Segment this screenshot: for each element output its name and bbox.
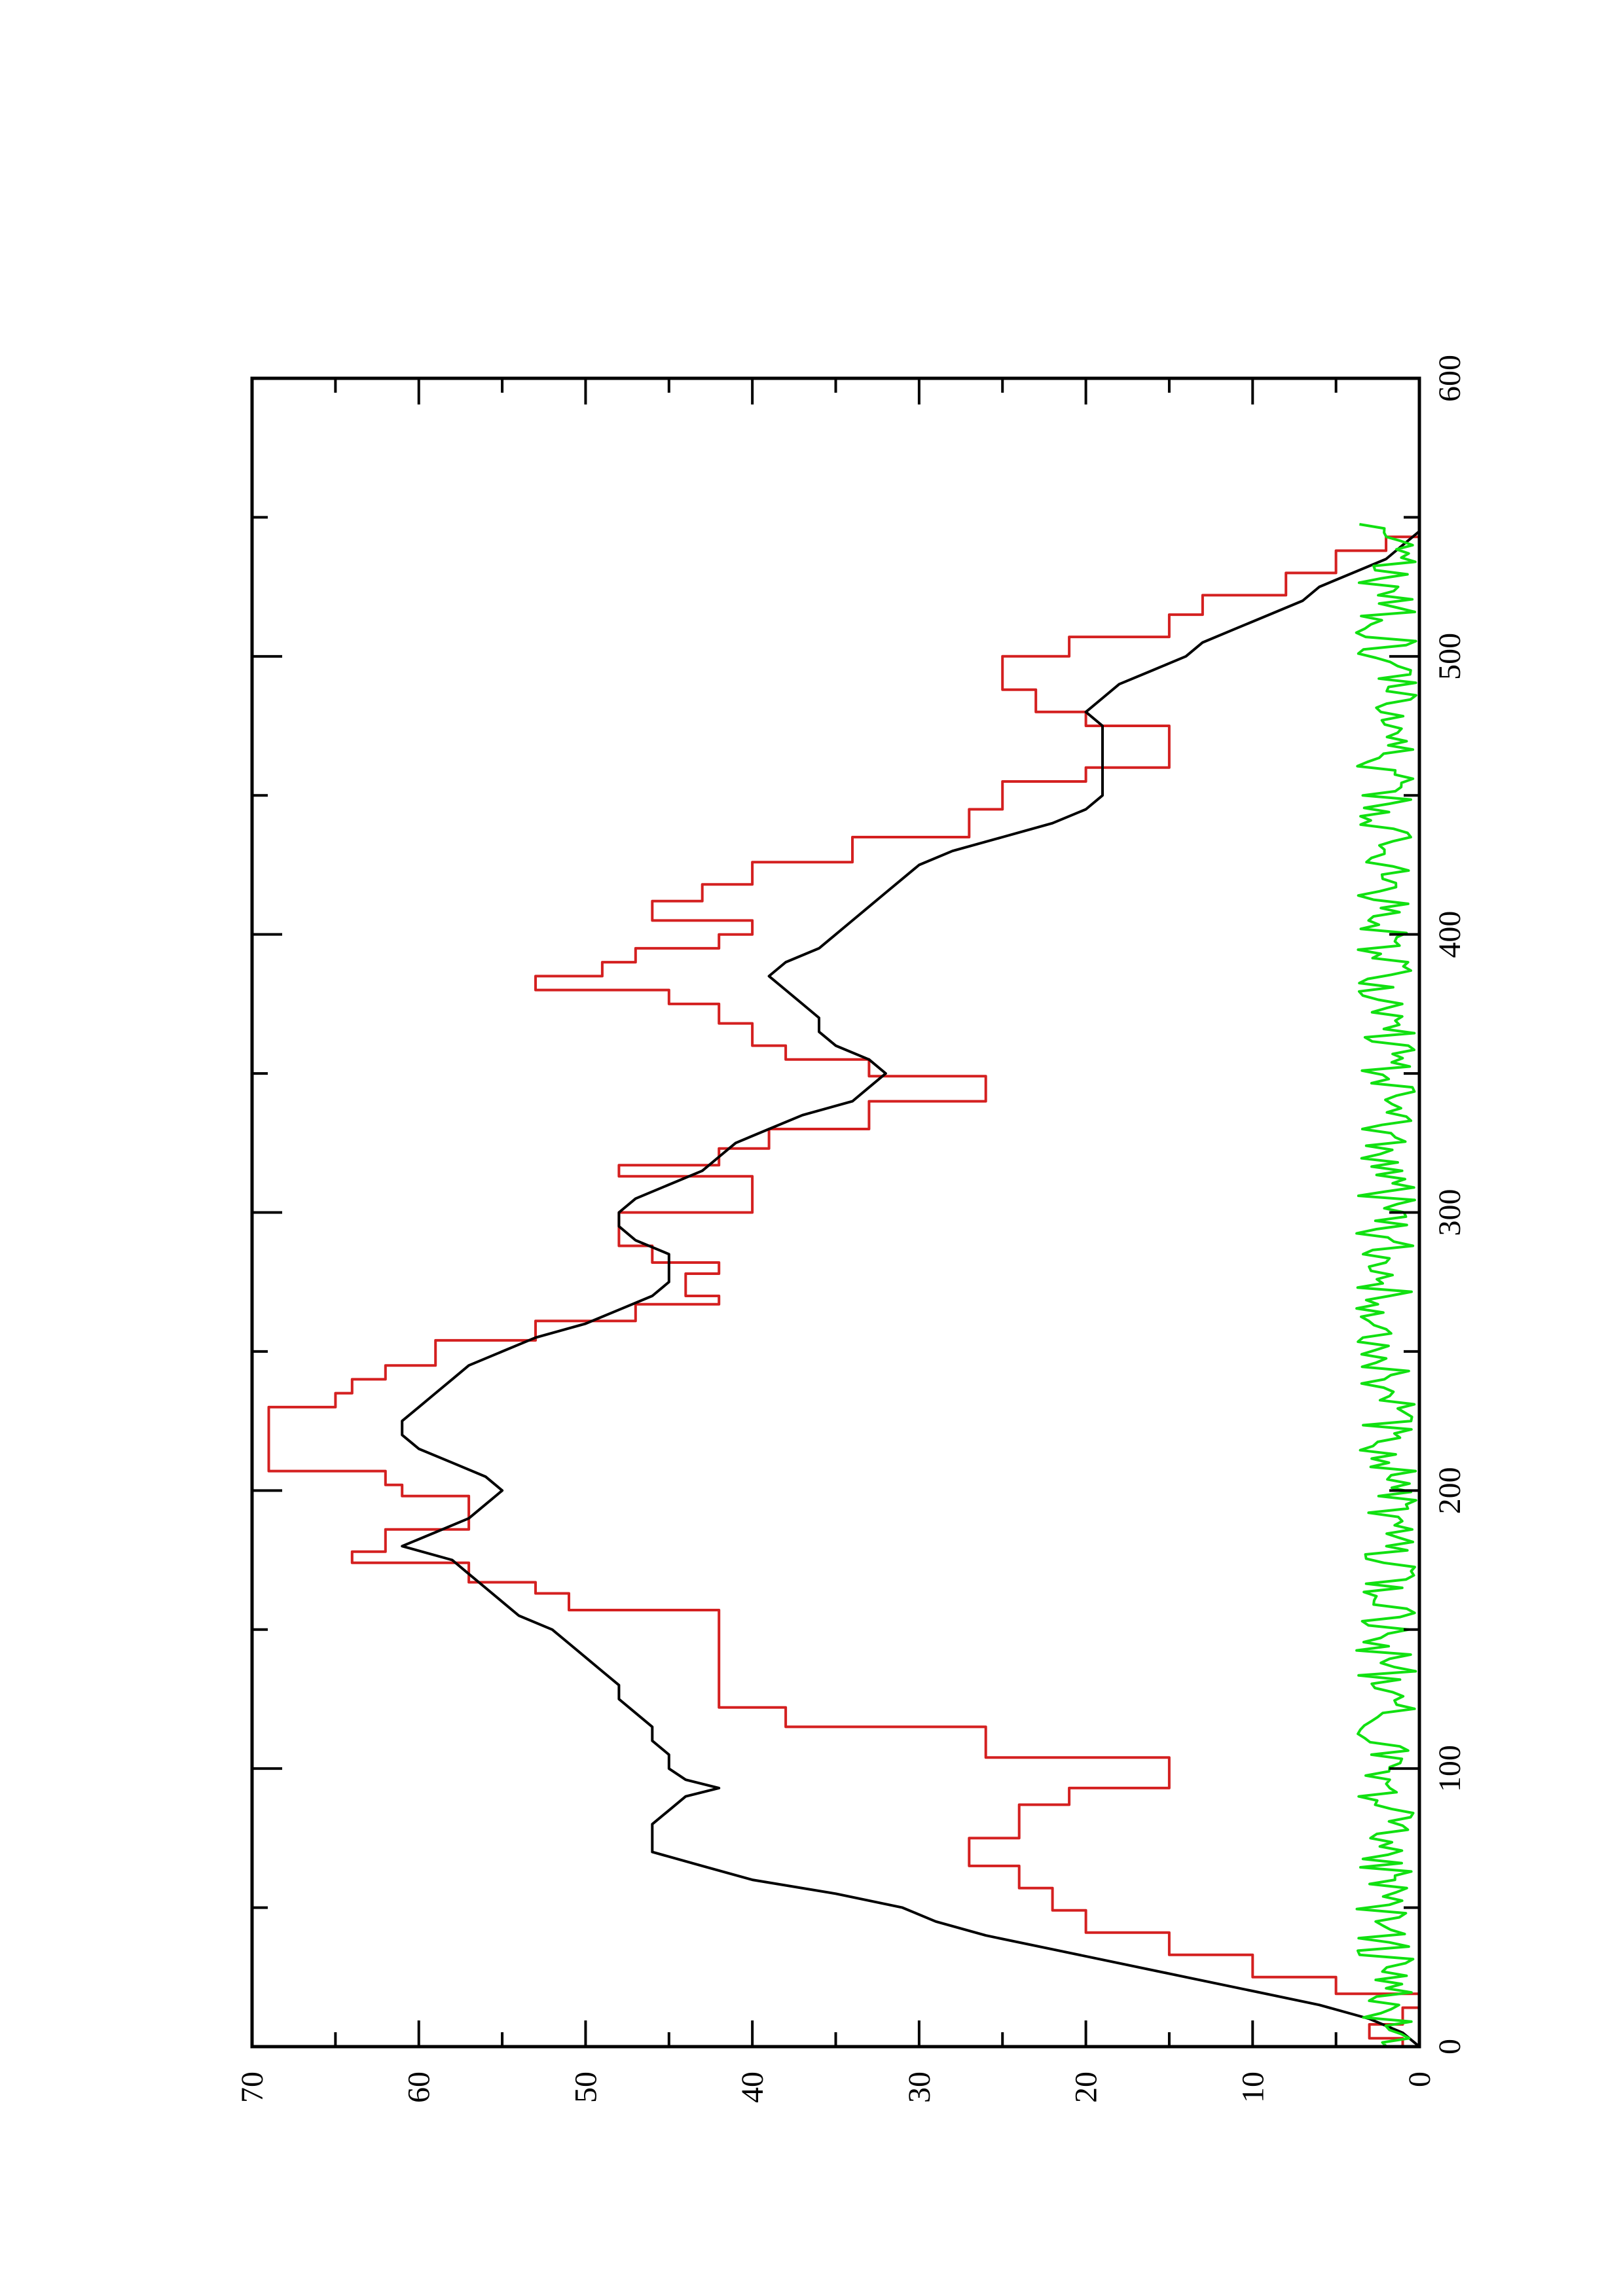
y-tick-label: 20 (1069, 2072, 1104, 2103)
x-tick-label: 400 (1432, 911, 1467, 958)
x-tick-label: 300 (1432, 1189, 1467, 1236)
y-tick-label: 50 (568, 2072, 603, 2103)
y-tick-label: 70 (235, 2072, 270, 2103)
y-tick-label: 30 (902, 2072, 937, 2103)
y-tick-label: 60 (402, 2072, 437, 2103)
x-tick-label: 600 (1432, 355, 1467, 402)
plot-area: 0 100 200 300 400 500 600 0 10 20 30 40 50 60 70 (235, 355, 1467, 2103)
x-tick-label: 0 (1432, 2039, 1467, 2054)
axis-ticks (251, 377, 1421, 2048)
x-tick-label: 500 (1432, 633, 1467, 680)
series-line-3 (1355, 523, 1417, 2048)
series-line-1 (267, 522, 1421, 2047)
y-tick-label: 40 (735, 2072, 770, 2103)
y-tick-label: 0 (1402, 2072, 1437, 2087)
series-layer (267, 522, 1421, 2048)
series-line-2 (401, 522, 1421, 2048)
y-tick-label: 10 (1235, 2072, 1270, 2103)
axis-tick-labels: 0 100 200 300 400 500 600 0 10 20 30 40 50 60 70 (235, 355, 1467, 2103)
x-tick-label: 200 (1432, 1467, 1467, 1514)
x-tick-label: 100 (1432, 1745, 1467, 1792)
plot-frame (250, 376, 1421, 2049)
